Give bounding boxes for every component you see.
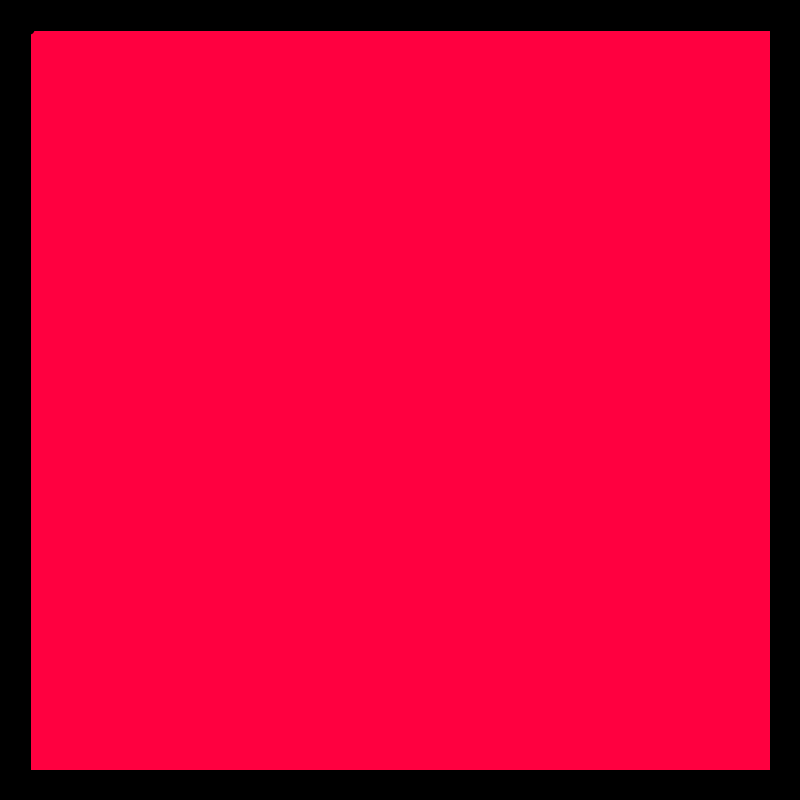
crosshair-horizontal bbox=[30, 30, 770, 31]
heatmap-canvas bbox=[30, 30, 770, 770]
crosshair-vertical bbox=[30, 30, 31, 770]
bottleneck-heatmap bbox=[30, 30, 770, 770]
selected-point-marker bbox=[26, 26, 35, 35]
